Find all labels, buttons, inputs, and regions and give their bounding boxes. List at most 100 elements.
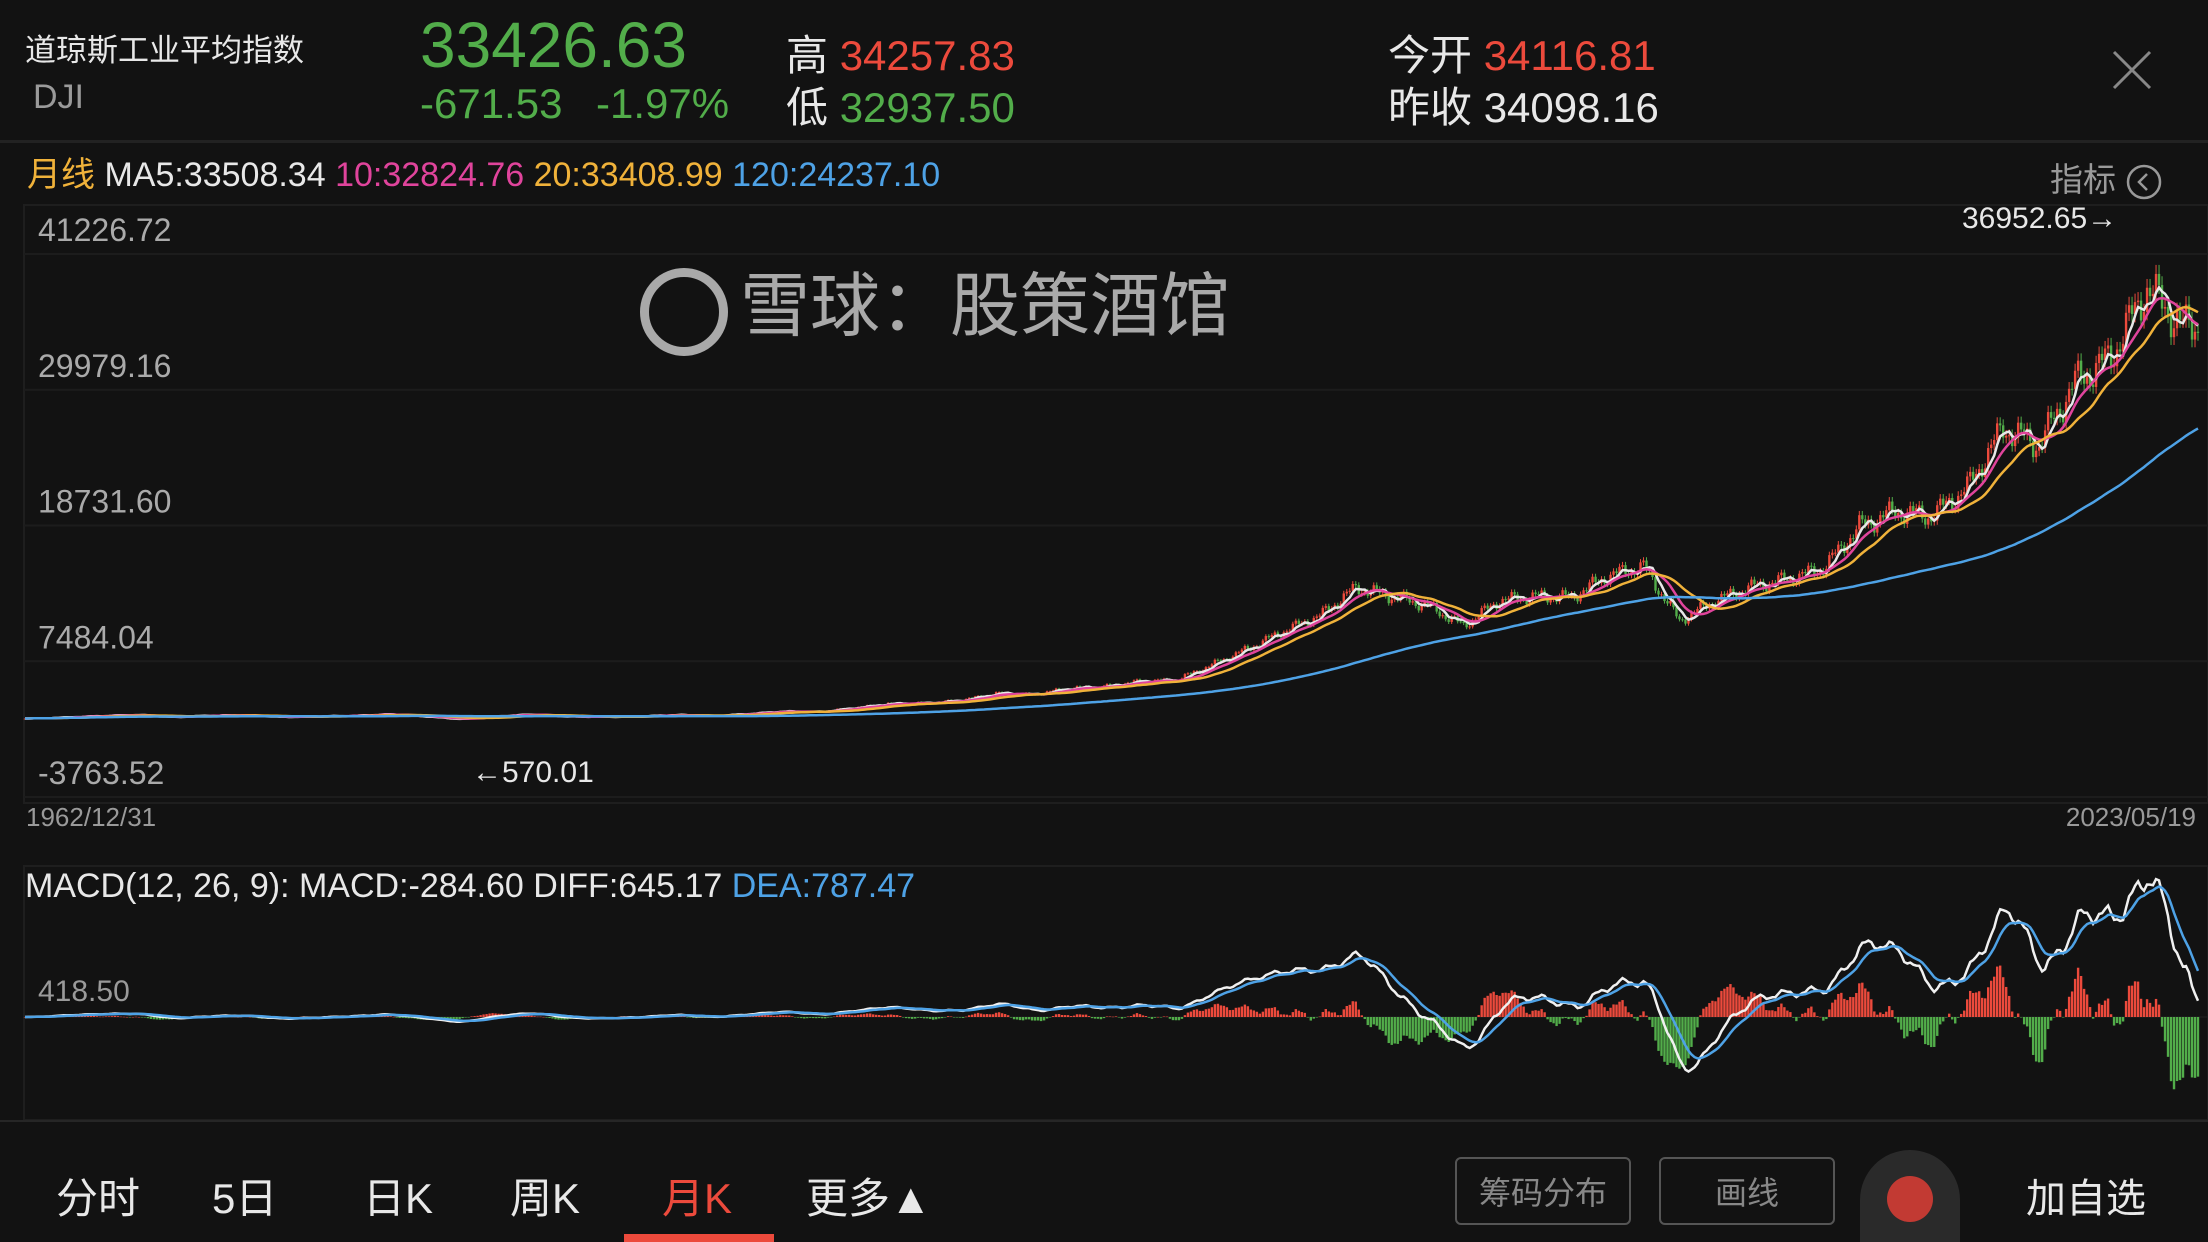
- candle-body: [1477, 616, 1480, 620]
- candle-body: [1861, 515, 1864, 520]
- ma120-line: [25, 427, 2199, 720]
- macd-histogram-bar: [857, 1014, 860, 1017]
- macd-histogram-bar: [1807, 1008, 1810, 1017]
- macd-histogram-bar: [1135, 1013, 1139, 1017]
- macd-histogram-bar: [2127, 985, 2131, 1017]
- macd-histogram-bar: [2121, 1017, 2125, 1022]
- indicator-button[interactable]: 指标: [2050, 153, 2163, 201]
- macd-histogram-bar: [1534, 1010, 1537, 1017]
- macd-histogram-bar: [1986, 987, 1990, 1017]
- candle-body: [1294, 620, 1298, 624]
- min-annotation: ←570.01: [472, 756, 594, 789]
- macd-histogram-bar: [683, 1016, 686, 1017]
- macd-histogram-bar: [1759, 996, 1762, 1017]
- candle-body: [1285, 631, 1289, 633]
- macd-histogram-bar: [848, 1014, 851, 1017]
- candle-body: [1474, 619, 1477, 621]
- macd-histogram-bar: [1540, 1009, 1543, 1017]
- candle-body: [1465, 623, 1468, 628]
- candle-body: [2112, 366, 2116, 368]
- candle-body: [1441, 615, 1444, 617]
- macd-histogram-bar: [827, 1017, 830, 1018]
- macd-histogram-bar: [2136, 981, 2140, 1017]
- candle-body: [1939, 498, 1942, 506]
- candle-body: [1771, 582, 1774, 585]
- macd-histogram-bar: [1291, 1012, 1295, 1017]
- macd-histogram-bar: [2142, 1007, 2146, 1017]
- macd-histogram-bar: [1651, 1017, 1654, 1028]
- tab-4[interactable]: 月K: [662, 1175, 733, 1222]
- macd-histogram-bar: [2061, 1017, 2065, 1018]
- macd-histogram-bar: [1390, 1017, 1393, 1045]
- chip-distribution-button[interactable]: 筹码分布: [1455, 1157, 1631, 1225]
- macd-histogram-bar: [791, 1016, 794, 1017]
- macd-histogram-bar: [530, 1015, 533, 1017]
- macd-histogram-bar: [1687, 1017, 1690, 1059]
- candle-body: [1810, 565, 1813, 567]
- macd-histogram-bar: [1927, 1017, 1930, 1046]
- tab-0[interactable]: 分时: [56, 1175, 141, 1222]
- macd-histogram-bar: [1174, 1017, 1178, 1021]
- macd-histogram-bar: [1180, 1017, 1184, 1019]
- draw-line-button[interactable]: 画线: [1659, 1157, 1835, 1225]
- macd-histogram-bar: [116, 1016, 120, 1017]
- macd-histogram-bar: [1972, 992, 1975, 1017]
- candle-body: [1213, 659, 1217, 665]
- macd-histogram-bar: [1405, 1017, 1408, 1036]
- macd-histogram-bar: [1432, 1017, 1435, 1030]
- macd-histogram-bar: [110, 1016, 114, 1017]
- record-button[interactable]: [1860, 1150, 1960, 1242]
- macd-histogram-bar: [1501, 992, 1504, 1017]
- indicator-label: 指标: [2050, 161, 2116, 198]
- candle-body: [1186, 673, 1190, 675]
- macd-histogram-bar: [1159, 1017, 1163, 1018]
- macd-histogram-bar: [806, 1017, 809, 1019]
- candle-body: [1492, 604, 1495, 606]
- macd-histogram-bar: [1075, 1014, 1079, 1017]
- macd-histogram-bar: [1660, 1017, 1663, 1056]
- macd-histogram-bar: [137, 1016, 141, 1018]
- macd-histogram-bar: [2166, 1017, 2170, 1057]
- tab-1[interactable]: 5日: [212, 1175, 278, 1222]
- macd-histogram-bar: [1576, 1017, 1579, 1025]
- macd-histogram-bar: [2028, 1017, 2032, 1038]
- macd-histogram-bar: [1099, 1017, 1103, 1020]
- tab-2[interactable]: 日K: [363, 1175, 434, 1222]
- candle-body: [1459, 621, 1462, 623]
- macd-histogram-bar: [1852, 997, 1855, 1017]
- macd-histogram-bar: [1645, 1015, 1648, 1017]
- snowball-logo-icon: [640, 267, 728, 356]
- macd-histogram-bar: [1276, 1010, 1280, 1017]
- macd-histogram-bar: [973, 1013, 977, 1017]
- macd-histogram-bar: [2043, 1017, 2047, 1050]
- macd-histogram-bar: [1102, 1017, 1106, 1019]
- macd-histogram-bar: [1735, 993, 1738, 1017]
- macd-histogram-bar: [1912, 1017, 1915, 1032]
- macd-histogram-bar: [898, 1015, 902, 1017]
- close-icon[interactable]: [2112, 50, 2152, 90]
- macd-histogram-bar: [976, 1012, 980, 1017]
- candle-body: [1549, 599, 1552, 603]
- macd-histogram-bar: [1042, 1017, 1046, 1021]
- candle-body: [1660, 594, 1663, 596]
- macd-histogram-bar: [1351, 1001, 1354, 1017]
- macd-histogram-bar: [1639, 1015, 1642, 1017]
- macd-histogram-bar: [479, 1015, 482, 1017]
- candle-body: [1612, 571, 1615, 575]
- macd-histogram-bar: [1387, 1017, 1390, 1044]
- add-watchlist-button[interactable]: 加自选: [2026, 1177, 2146, 1221]
- macd-histogram-bar: [1087, 1016, 1091, 1017]
- macd-histogram-bar: [470, 1016, 473, 1017]
- candle-body: [1858, 515, 1861, 530]
- macd-histogram-bar: [1234, 1007, 1238, 1017]
- tab-3[interactable]: 周K: [510, 1175, 581, 1222]
- macd-histogram-bar: [107, 1016, 111, 1017]
- candle-body: [1510, 592, 1513, 599]
- macd-histogram-bar: [2106, 998, 2110, 1017]
- macd-histogram-bar: [1960, 1013, 1963, 1017]
- tab-5[interactable]: 更多▲: [806, 1175, 932, 1222]
- macd-histogram-bar: [1792, 1017, 1795, 1018]
- candle-body: [1639, 562, 1642, 574]
- macd-histogram-bar: [1132, 1014, 1136, 1017]
